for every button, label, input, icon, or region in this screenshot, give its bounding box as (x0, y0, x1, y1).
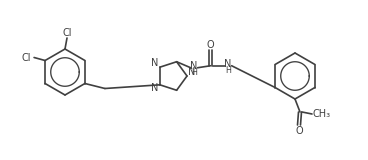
Text: H: H (226, 66, 231, 75)
Text: H: H (192, 68, 198, 77)
Text: Cl: Cl (62, 28, 72, 38)
Text: CH₃: CH₃ (313, 109, 331, 119)
Text: Cl: Cl (21, 52, 31, 63)
Text: N: N (224, 59, 231, 69)
Text: N: N (188, 67, 196, 77)
Text: O: O (295, 126, 303, 136)
Text: N: N (151, 58, 159, 68)
Text: N: N (151, 83, 159, 93)
Text: N: N (190, 61, 197, 71)
Text: O: O (207, 40, 215, 50)
